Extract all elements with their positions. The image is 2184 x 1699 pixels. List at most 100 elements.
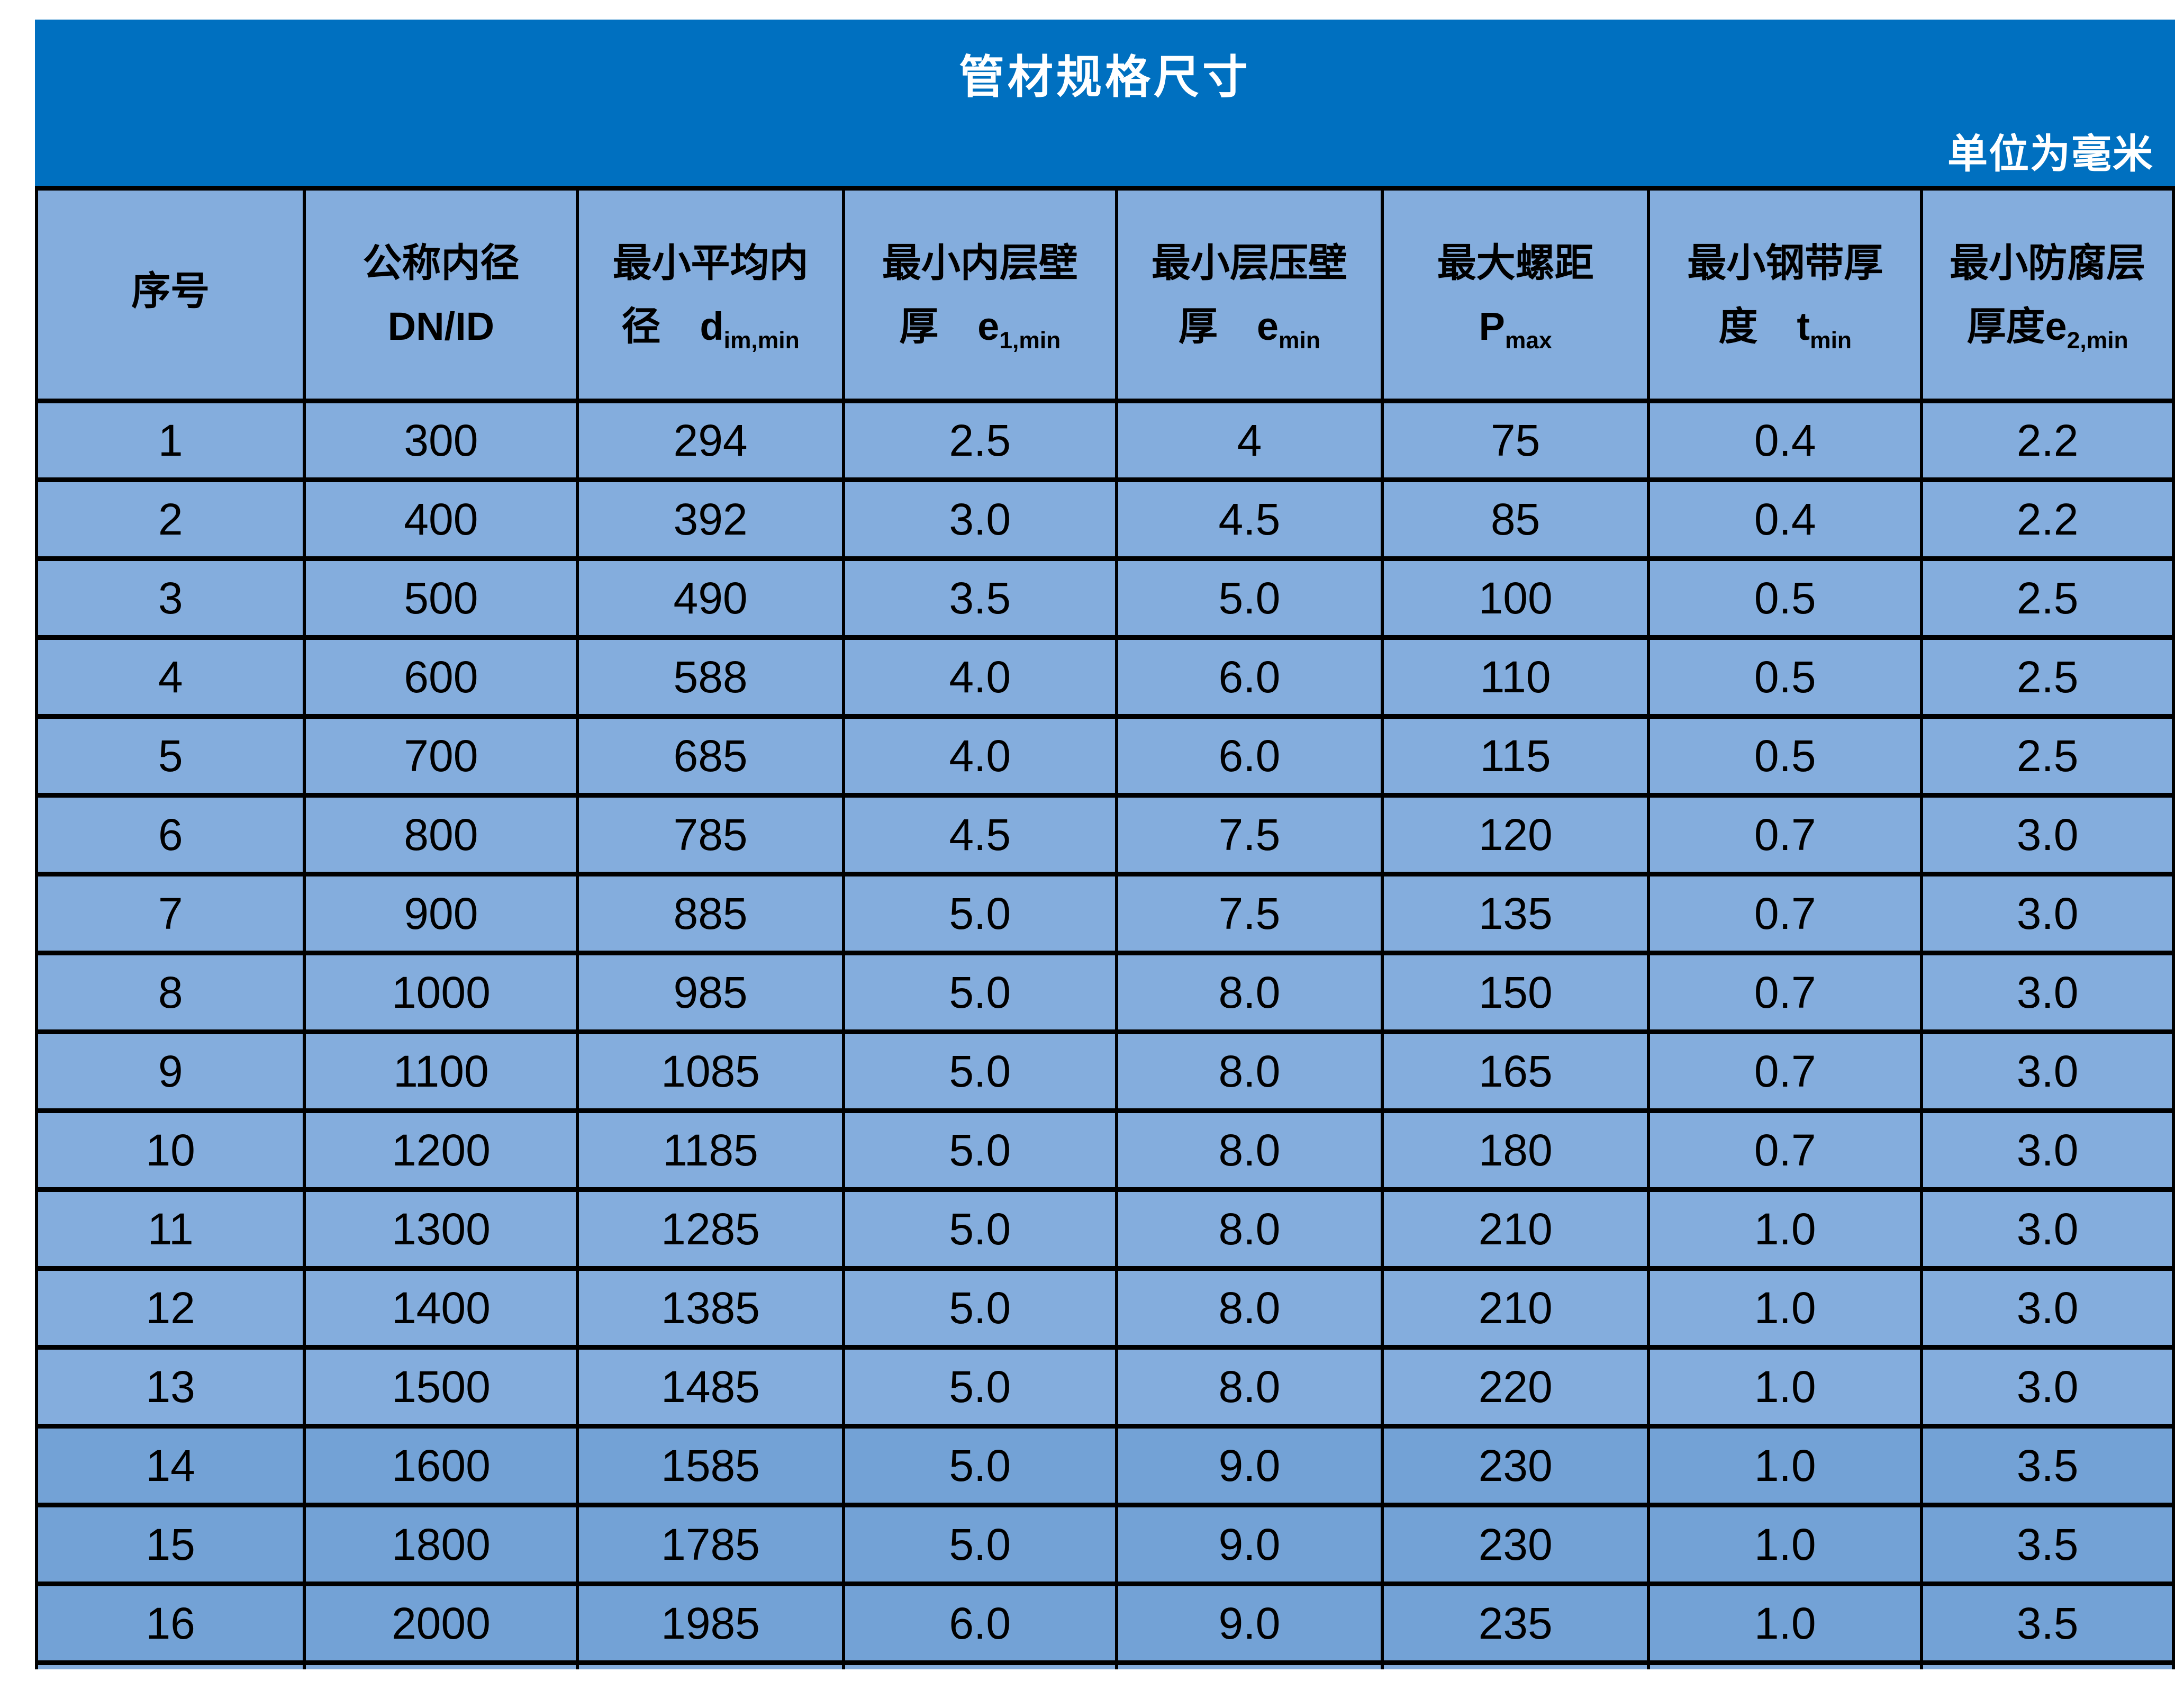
cell: 3.0 <box>1920 793 2175 876</box>
cell: 985 <box>576 951 845 1034</box>
cell: 785 <box>576 793 845 876</box>
cell: 8.0 <box>1114 1187 1384 1271</box>
cell: 6.0 <box>841 1581 1118 1665</box>
cell: 3.0 <box>1920 1029 2175 1113</box>
cell: 4.5 <box>1114 477 1384 561</box>
cell: 180 <box>1381 1108 1651 1192</box>
cell <box>1920 1660 2175 1669</box>
cell: 2.5 <box>1920 635 2175 719</box>
cell: 230 <box>1381 1503 1651 1586</box>
cell: 3.5 <box>1920 1581 2175 1665</box>
cell: 1300 <box>303 1187 579 1271</box>
table-row: 11 1300 1285 5.0 8.0 210 1.0 3.0 <box>34 1187 2175 1271</box>
cell: 1400 <box>303 1266 579 1350</box>
cell: 110 <box>1381 635 1651 719</box>
column-header-min-anticorrosion: 最小防腐层 厚度e2,min <box>1920 186 2175 403</box>
cell: 500 <box>303 556 579 640</box>
cell <box>1114 1660 1384 1669</box>
cell: 11 <box>34 1187 306 1271</box>
column-header-min-mean-id: 最小平均内 径 dim,min <box>576 186 845 403</box>
cell: 685 <box>576 714 845 798</box>
cell: 5.0 <box>841 1503 1118 1586</box>
column-header-min-steel-strip: 最小钢带厚 度 tmin <box>1647 186 1924 403</box>
cell <box>303 1660 579 1669</box>
table-row: 3 500 490 3.5 5.0 100 0.5 2.5 <box>34 556 2175 640</box>
cell <box>576 1660 845 1669</box>
cell: 1500 <box>303 1345 579 1429</box>
cell: 300 <box>303 399 579 482</box>
page-title: 管材规格尺寸 <box>959 52 1251 103</box>
cell: 0.7 <box>1647 872 1924 955</box>
cell: 8 <box>34 951 306 1034</box>
cell: 0.7 <box>1647 1029 1924 1113</box>
cell: 4 <box>34 635 306 719</box>
cell: 1.0 <box>1647 1424 1924 1507</box>
table-row: 15 1800 1785 5.0 9.0 230 1.0 3.5 <box>34 1503 2175 1586</box>
cell: 3 <box>34 556 306 640</box>
table-row: 9 1100 1085 5.0 8.0 165 0.7 3.0 <box>34 1029 2175 1113</box>
cell: 14 <box>34 1424 306 1507</box>
cell: 800 <box>303 793 579 876</box>
table-row: 7 900 885 5.0 7.5 135 0.7 3.0 <box>34 872 2175 955</box>
cell: 8.0 <box>1114 1108 1384 1192</box>
column-header-max-pitch: 最大螺距 Pmax <box>1381 186 1651 403</box>
cell: 4 <box>1114 399 1384 482</box>
cell <box>1381 1660 1651 1669</box>
cell: 900 <box>303 872 579 955</box>
unit-note: 单位为毫米 <box>1947 132 2154 177</box>
cell: 1600 <box>303 1424 579 1507</box>
cell: 1200 <box>303 1108 579 1192</box>
cell: 490 <box>576 556 845 640</box>
cell: 5.0 <box>841 1108 1118 1192</box>
cell: 0.5 <box>1647 635 1924 719</box>
cell: 400 <box>303 477 579 561</box>
cutoff-row <box>34 1660 2175 1669</box>
cell <box>34 1660 306 1669</box>
cell: 6.0 <box>1114 714 1384 798</box>
cell: 0.4 <box>1647 399 1924 482</box>
cell: 100 <box>1381 556 1651 640</box>
cell: 1 <box>34 399 306 482</box>
cell: 9 <box>34 1029 306 1113</box>
cell: 5.0 <box>841 1266 1118 1350</box>
cell: 1.0 <box>1647 1187 1924 1271</box>
table-row: 16 2000 1985 6.0 9.0 235 1.0 3.5 <box>34 1581 2175 1665</box>
table-row: 13 1500 1485 5.0 8.0 220 1.0 3.0 <box>34 1345 2175 1429</box>
cell: 3.0 <box>841 477 1118 561</box>
cell: 3.0 <box>1920 1266 2175 1350</box>
cell: 120 <box>1381 793 1651 876</box>
cell: 1.0 <box>1647 1503 1924 1586</box>
cell: 8.0 <box>1114 1029 1384 1113</box>
cell: 4.0 <box>841 714 1118 798</box>
cell: 5 <box>34 714 306 798</box>
cell: 7 <box>34 872 306 955</box>
table-row: 6 800 785 4.5 7.5 120 0.7 3.0 <box>34 793 2175 876</box>
cell: 4.5 <box>841 793 1118 876</box>
cell: 12 <box>34 1266 306 1350</box>
header-row: 序号 公称内径 DN/ID 最小平均内 径 dim,min 最小内层壁 厚 e1… <box>34 186 2175 403</box>
cell: 2000 <box>303 1581 579 1665</box>
cell: 7.5 <box>1114 872 1384 955</box>
table-row: 10 1200 1185 5.0 8.0 180 0.7 3.0 <box>34 1108 2175 1192</box>
cell: 235 <box>1381 1581 1651 1665</box>
cell: 1.0 <box>1647 1266 1924 1350</box>
cell: 3.0 <box>1920 1345 2175 1429</box>
cell: 7.5 <box>1114 793 1384 876</box>
table-row: 5 700 685 4.0 6.0 115 0.5 2.5 <box>34 714 2175 798</box>
cell: 885 <box>576 872 845 955</box>
cell: 1585 <box>576 1424 845 1507</box>
cell: 700 <box>303 714 579 798</box>
cell: 13 <box>34 1345 306 1429</box>
table-title-banner: 管材规格尺寸 单位为毫米 <box>35 20 2175 186</box>
table-row: 1 300 294 2.5 4 75 0.4 2.2 <box>34 399 2175 482</box>
cell: 3.5 <box>1920 1424 2175 1507</box>
cell: 4.0 <box>841 635 1118 719</box>
cell: 1800 <box>303 1503 579 1586</box>
cell: 3.5 <box>1920 1503 2175 1586</box>
cell: 85 <box>1381 477 1651 561</box>
cell: 2.5 <box>841 399 1118 482</box>
column-header-index: 序号 <box>34 186 306 403</box>
cell: 5.0 <box>841 1345 1118 1429</box>
cell: 0.7 <box>1647 1108 1924 1192</box>
